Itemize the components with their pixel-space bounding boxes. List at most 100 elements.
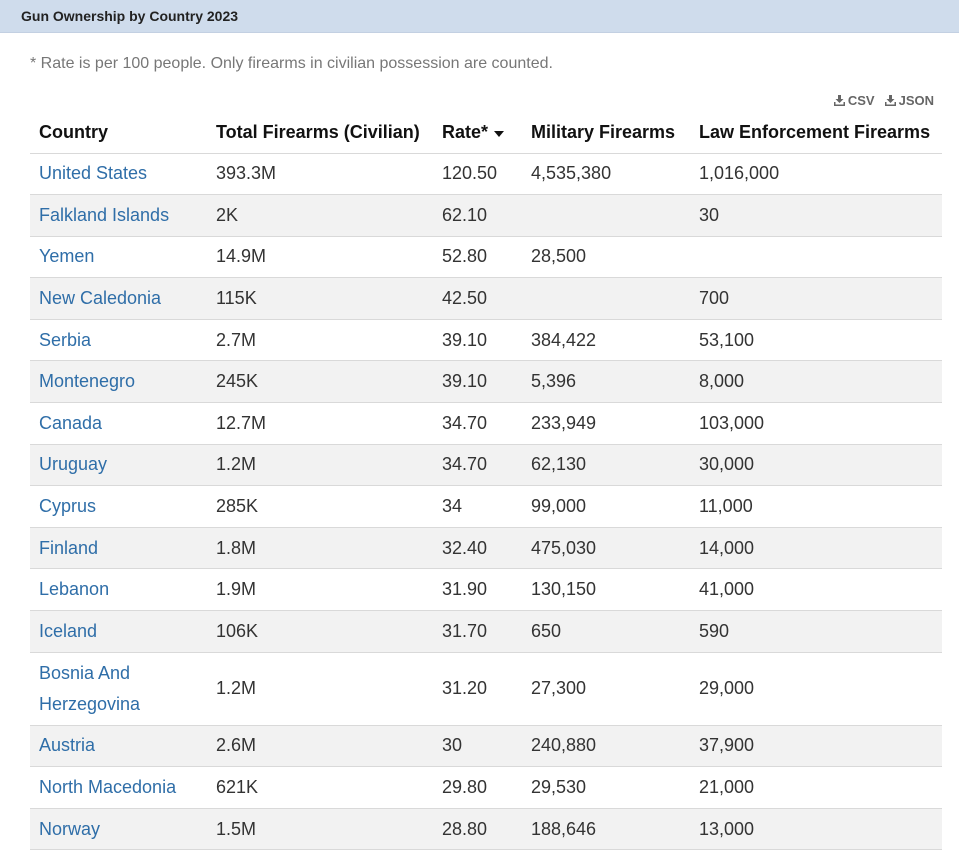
json-download-link[interactable]: JSON bbox=[884, 93, 934, 108]
country-cell[interactable]: Bosnia And Herzegovina bbox=[30, 651, 207, 726]
country-cell[interactable]: Yemen bbox=[30, 235, 207, 278]
law-enforcement-firearms-cell: 11,000 bbox=[690, 485, 942, 528]
table-row: Bosnia And Herzegovina 1.2M 31.20 27,300 29,… bbox=[30, 651, 942, 726]
military-firearms-cell: 27,300 bbox=[522, 651, 690, 726]
law-enforcement-firearms-cell: 700 bbox=[690, 277, 942, 320]
law-enforcement-firearms-cell bbox=[690, 235, 942, 278]
table-row: Lebanon 1.9M 31.90 130,150 41,000 bbox=[30, 568, 942, 611]
title-bar: Gun Ownership by Country 2023 bbox=[0, 0, 959, 33]
total-firearms-cell: 245K bbox=[207, 360, 433, 403]
rate-cell: 39.10 bbox=[433, 360, 522, 403]
csv-label: CSV bbox=[847, 93, 875, 108]
law-enforcement-firearms-cell: 1,016,000 bbox=[690, 152, 942, 195]
rate-cell: 52.80 bbox=[433, 235, 522, 278]
law-enforcement-firearms-cell: 53,100 bbox=[690, 318, 942, 361]
total-firearms-cell: 1.2M bbox=[207, 651, 433, 726]
total-firearms-cell: 393.3M bbox=[207, 152, 433, 195]
rate-cell: 28.80 bbox=[433, 807, 522, 851]
military-firearms-cell: 130,150 bbox=[522, 568, 690, 611]
rate-cell: 62.10 bbox=[433, 194, 522, 237]
military-firearms-cell: 233,949 bbox=[522, 402, 690, 445]
military-firearms-cell: 99,000 bbox=[522, 485, 690, 528]
military-firearms-cell bbox=[522, 277, 690, 320]
country-cell[interactable]: North Macedonia bbox=[30, 766, 207, 809]
download-icon bbox=[833, 95, 845, 106]
table-row: Serbia 2.7M 39.10 384,422 53,100 bbox=[30, 318, 942, 361]
law-enforcement-firearms-cell: 13,000 bbox=[690, 807, 942, 851]
military-firearms-cell bbox=[522, 194, 690, 237]
table-row: Austria 2.6M 30 240,880 37,900 bbox=[30, 724, 942, 767]
gun-ownership-table: Country Total Firearms (Civilian) Rate* … bbox=[30, 113, 942, 851]
total-firearms-cell: 2.6M bbox=[207, 724, 433, 767]
column-header-rate[interactable]: Rate* bbox=[433, 113, 522, 153]
rate-cell: 31.20 bbox=[433, 651, 522, 726]
table-row: Iceland 106K 31.70 650 590 bbox=[30, 610, 942, 653]
page-title: Gun Ownership by Country 2023 bbox=[21, 8, 239, 24]
table-row: Norway 1.5M 28.80 188,646 13,000 bbox=[30, 807, 942, 851]
country-cell[interactable]: Uruguay bbox=[30, 443, 207, 486]
country-cell[interactable]: New Caledonia bbox=[30, 277, 207, 320]
rate-footnote: * Rate is per 100 people. Only firearms … bbox=[30, 55, 553, 72]
country-cell[interactable]: Austria bbox=[30, 724, 207, 767]
column-header-military-firearms[interactable]: Military Firearms bbox=[531, 122, 676, 143]
table-row: Canada 12.7M 34.70 233,949 103,000 bbox=[30, 402, 942, 445]
table-row: Finland 1.8M 32.40 475,030 14,000 bbox=[30, 526, 942, 569]
law-enforcement-firearms-cell: 29,000 bbox=[690, 651, 942, 726]
column-header-country[interactable]: Country bbox=[39, 122, 108, 143]
country-cell[interactable]: Lebanon bbox=[30, 568, 207, 611]
law-enforcement-firearms-cell: 41,000 bbox=[690, 568, 942, 611]
country-cell[interactable]: Canada bbox=[30, 402, 207, 445]
table-row: United States 393.3M 120.50 4,535,380 1,016,… bbox=[30, 152, 942, 195]
country-cell[interactable]: Iceland bbox=[30, 610, 207, 653]
law-enforcement-firearms-cell: 21,000 bbox=[690, 766, 942, 809]
column-header-law-enforcement-firearms[interactable]: Law Enforcement Firearms bbox=[699, 122, 931, 143]
total-firearms-cell: 1.5M bbox=[207, 807, 433, 851]
rate-cell: 34 bbox=[433, 485, 522, 528]
rate-cell: 120.50 bbox=[433, 152, 522, 195]
military-firearms-cell: 28,500 bbox=[522, 235, 690, 278]
total-firearms-cell: 621K bbox=[207, 766, 433, 809]
table-row: Cyprus 285K 34 99,000 11,000 bbox=[30, 485, 942, 528]
military-firearms-cell: 4,535,380 bbox=[522, 152, 690, 195]
military-firearms-cell: 475,030 bbox=[522, 526, 690, 569]
download-links: CSV JSON bbox=[833, 93, 934, 108]
download-icon bbox=[884, 95, 896, 106]
sort-descending-icon bbox=[494, 130, 505, 137]
law-enforcement-firearms-cell: 14,000 bbox=[690, 526, 942, 569]
rate-cell: 32.40 bbox=[433, 526, 522, 569]
total-firearms-cell: 2.7M bbox=[207, 318, 433, 361]
column-header-total-firearms[interactable]: Total Firearms (Civilian) bbox=[216, 122, 420, 143]
json-label: JSON bbox=[898, 93, 934, 108]
country-cell[interactable]: Norway bbox=[30, 807, 207, 851]
table-row: North Macedonia 621K 29.80 29,530 21,000 bbox=[30, 766, 942, 809]
table-row: Falkland Islands 2K 62.10 30 bbox=[30, 194, 942, 237]
law-enforcement-firearms-cell: 103,000 bbox=[690, 402, 942, 445]
military-firearms-cell: 62,130 bbox=[522, 443, 690, 486]
country-cell[interactable]: Cyprus bbox=[30, 485, 207, 528]
country-cell[interactable]: Serbia bbox=[30, 318, 207, 361]
military-firearms-cell: 384,422 bbox=[522, 318, 690, 361]
total-firearms-cell: 115K bbox=[207, 277, 433, 320]
rate-cell: 39.10 bbox=[433, 318, 522, 361]
country-cell[interactable]: Montenegro bbox=[30, 360, 207, 403]
csv-download-link[interactable]: CSV bbox=[833, 93, 875, 108]
total-firearms-cell: 1.9M bbox=[207, 568, 433, 611]
total-firearms-cell: 106K bbox=[207, 610, 433, 653]
law-enforcement-firearms-cell: 30,000 bbox=[690, 443, 942, 486]
rate-cell: 34.70 bbox=[433, 402, 522, 445]
table-row: Uruguay 1.2M 34.70 62,130 30,000 bbox=[30, 443, 942, 486]
total-firearms-cell: 1.8M bbox=[207, 526, 433, 569]
country-cell[interactable]: Falkland Islands bbox=[30, 194, 207, 237]
military-firearms-cell: 240,880 bbox=[522, 724, 690, 767]
total-firearms-cell: 2K bbox=[207, 194, 433, 237]
rate-cell: 31.70 bbox=[433, 610, 522, 653]
table-row: Montenegro 245K 39.10 5,396 8,000 bbox=[30, 360, 942, 403]
country-cell[interactable]: Finland bbox=[30, 526, 207, 569]
law-enforcement-firearms-cell: 37,900 bbox=[690, 724, 942, 767]
total-firearms-cell: 285K bbox=[207, 485, 433, 528]
table-header-row: Country Total Firearms (Civilian) Rate* … bbox=[30, 113, 942, 153]
total-firearms-cell: 12.7M bbox=[207, 402, 433, 445]
rate-cell: 31.90 bbox=[433, 568, 522, 611]
military-firearms-cell: 29,530 bbox=[522, 766, 690, 809]
country-cell[interactable]: United States bbox=[30, 152, 207, 195]
